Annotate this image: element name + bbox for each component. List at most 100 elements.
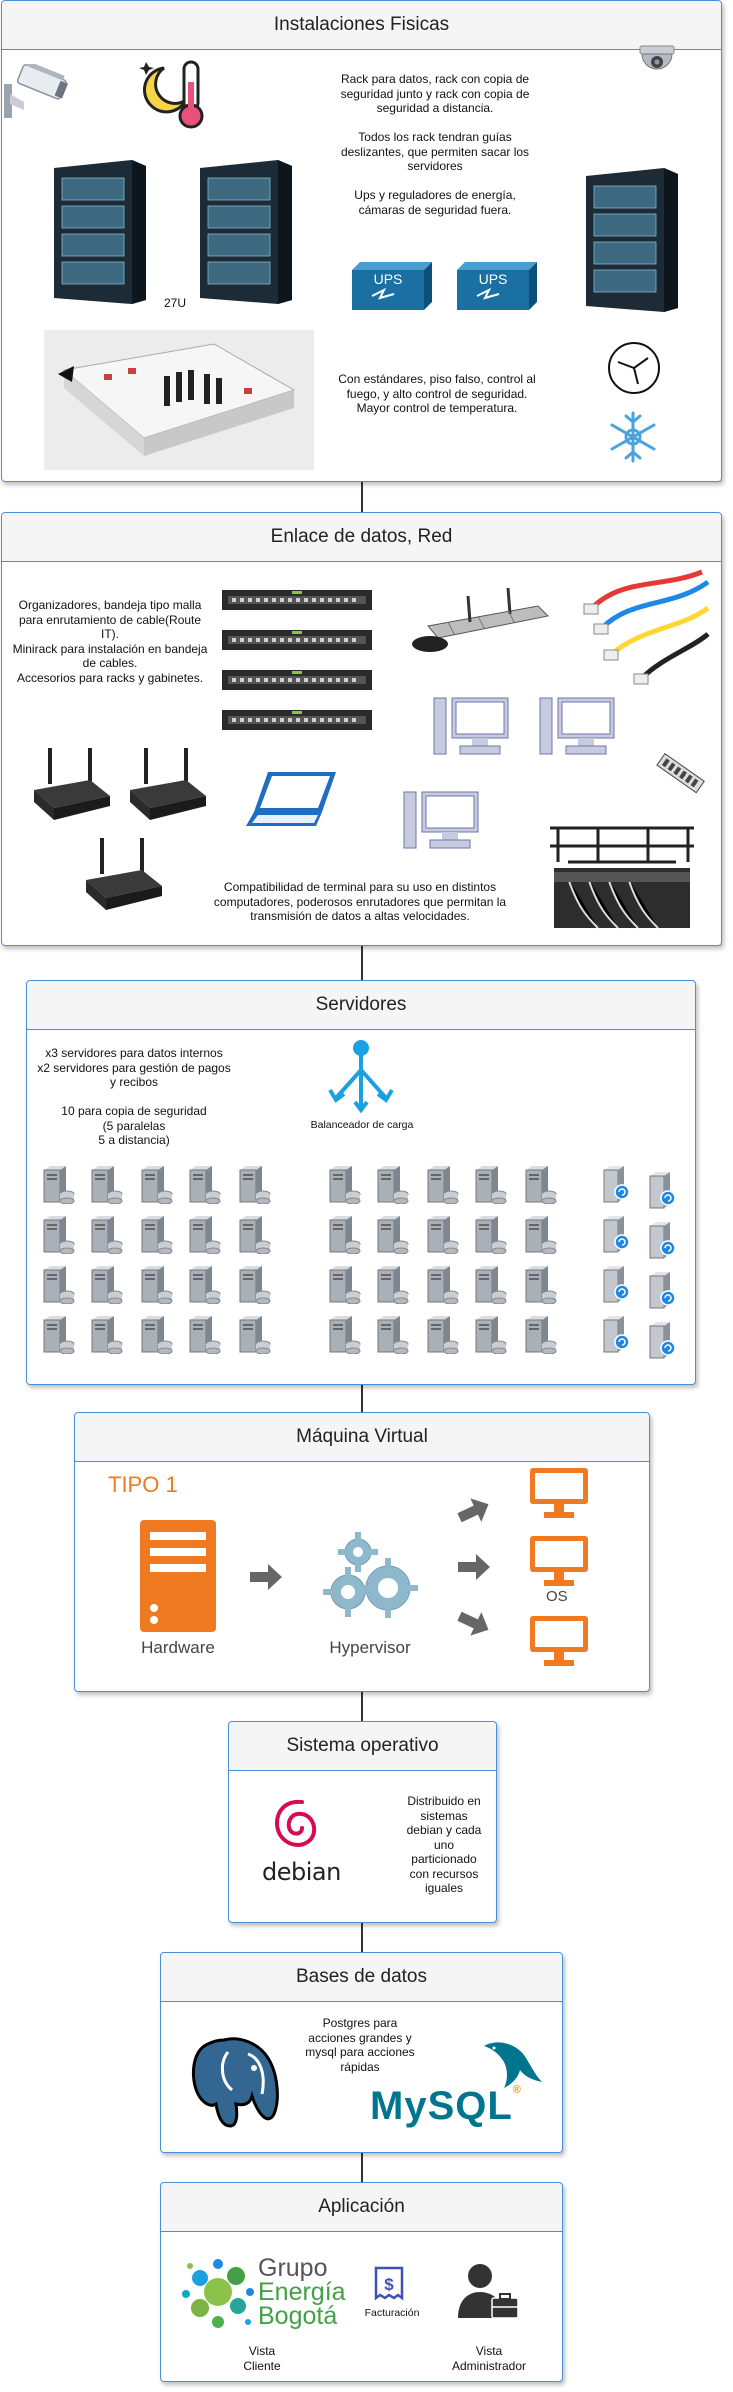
logo-line-bogota: Bogotá: [258, 2302, 338, 2330]
vista-cliente-label: Vista Cliente: [243, 2344, 281, 2373]
ups-label: UPS: [478, 271, 508, 287]
server-icon: [138, 1314, 174, 1354]
cable-tray-icon: [408, 586, 558, 666]
bases-title: Bases de datos: [161, 1953, 562, 2002]
vista-administrador-label: Vista Administrador: [451, 2344, 527, 2373]
servidores-panel: Servidores: [26, 980, 696, 1385]
server-icon: [424, 1164, 460, 1204]
instalaciones-control-text: Con estándares, piso falso, control al f…: [338, 372, 536, 415]
ups-icon: [350, 260, 434, 312]
connector-1: [361, 480, 363, 512]
server-icon: [186, 1164, 222, 1204]
connector-3: [361, 1383, 363, 1412]
server-icon: [40, 1164, 76, 1204]
hardware-label: Hardware: [141, 1638, 215, 1657]
instalaciones-racks-text: Rack para datos, rack con copia de segur…: [340, 72, 530, 217]
backup-server-icon: [600, 1214, 634, 1254]
monitor-icon: [528, 1534, 590, 1588]
server-icon: [186, 1264, 222, 1304]
server-icon: [138, 1164, 174, 1204]
backup-server-icon: [646, 1220, 680, 1260]
backup-server-icon: [600, 1314, 634, 1354]
server-icon: [326, 1314, 362, 1354]
sistema-text: Distribuido en sistemas debian y cada un…: [406, 1794, 482, 1895]
server-icon: [40, 1214, 76, 1254]
mysql-dolphin-icon: [478, 2036, 544, 2092]
servidores-text: x3 servidores para datos internos x2 ser…: [37, 1046, 231, 1147]
enlace-title: Enlace de datos, Red: [2, 513, 721, 562]
server-icon: [40, 1314, 76, 1354]
debian-logo-text: debian: [262, 1858, 341, 1886]
desktop-computer-icon: [538, 696, 616, 758]
server-icon: [88, 1214, 124, 1254]
server-icon: [472, 1164, 508, 1204]
arrow-right-icon: [248, 1562, 284, 1592]
logo-line-energia: Energía: [258, 2278, 346, 2306]
grupo-energia-logo-icon: [178, 2252, 258, 2334]
load-balancer-icon: [326, 1040, 396, 1114]
server-icon: [138, 1264, 174, 1304]
network-switch-icon: [222, 710, 372, 730]
servidores-title: Servidores: [27, 981, 695, 1030]
server-icon: [236, 1264, 272, 1304]
svg-text:$: $: [384, 2275, 394, 2294]
invoice-icon: $: [372, 2266, 406, 2302]
network-cables-icon: [582, 568, 712, 698]
network-switch-icon: [222, 590, 372, 610]
aplicacion-title: Aplicación: [161, 2183, 562, 2232]
memory-module-icon: [654, 748, 706, 800]
rack-icon: [198, 158, 294, 306]
network-switch-icon: [222, 670, 372, 690]
instalaciones-title: Instalaciones Fisicas: [2, 1, 721, 50]
patch-panel-image: [548, 818, 696, 934]
mysql-logo-text-span: MySQL: [370, 2084, 513, 2128]
rack-icon: [584, 166, 680, 314]
tipo-label: TIPO 1: [108, 1472, 178, 1497]
os-label: OS: [546, 1588, 568, 1605]
server-icon: [522, 1264, 558, 1304]
temperature-icon: [134, 56, 210, 130]
laptop-icon: [244, 768, 340, 832]
bases-text: Postgres para acciones grandes y mysql p…: [305, 2016, 415, 2074]
wifi-router-icon: [126, 744, 208, 824]
connector-6: [361, 2151, 363, 2182]
debian-swirl-icon: [272, 1796, 320, 1854]
monitor-icon: [528, 1466, 590, 1520]
enlace-organizers-text: Organizadores, bandeja tipo malla para e…: [12, 598, 208, 685]
desktop-computer-icon: [432, 696, 510, 758]
registered-mark-icon: ®: [512, 2084, 522, 2096]
server-icon: [472, 1214, 508, 1254]
server-icon: [374, 1264, 410, 1304]
desktop-computer-icon: [402, 790, 480, 852]
server-icon: [326, 1164, 362, 1204]
server-icon: [40, 1264, 76, 1304]
snowflake-icon: [606, 410, 660, 464]
server-icon: [88, 1264, 124, 1304]
rack-label: 27U: [163, 296, 186, 310]
enlace-compat-text: Compatibilidad de terminal para su uso e…: [213, 880, 507, 923]
mysql-logo-text: MySQL®: [370, 2084, 522, 2129]
connector-2: [361, 944, 363, 980]
datacenter-floorplan-image: [44, 330, 314, 470]
server-icon: [236, 1214, 272, 1254]
wifi-router-icon: [30, 744, 112, 824]
server-icon: [424, 1214, 460, 1254]
server-icon: [424, 1314, 460, 1354]
admin-user-icon: [456, 2262, 520, 2322]
dome-camera-icon: [638, 44, 676, 80]
server-icon: [472, 1264, 508, 1304]
postgresql-elephant-icon: [188, 2034, 284, 2134]
server-icon: [186, 1314, 222, 1354]
facturacion-label: Facturación: [364, 2307, 420, 2319]
arrow-right-icon: [456, 1552, 492, 1582]
server-icon: [88, 1164, 124, 1204]
server-icon: [88, 1314, 124, 1354]
server-icon: [236, 1164, 272, 1204]
monitor-icon: [528, 1614, 590, 1668]
server-icon: [522, 1164, 558, 1204]
server-icon: [522, 1314, 558, 1354]
maquina-title: Máquina Virtual: [75, 1413, 649, 1462]
network-switch-icon: [222, 630, 372, 650]
ventilation-icon: [606, 340, 662, 396]
backup-server-icon: [600, 1164, 634, 1204]
